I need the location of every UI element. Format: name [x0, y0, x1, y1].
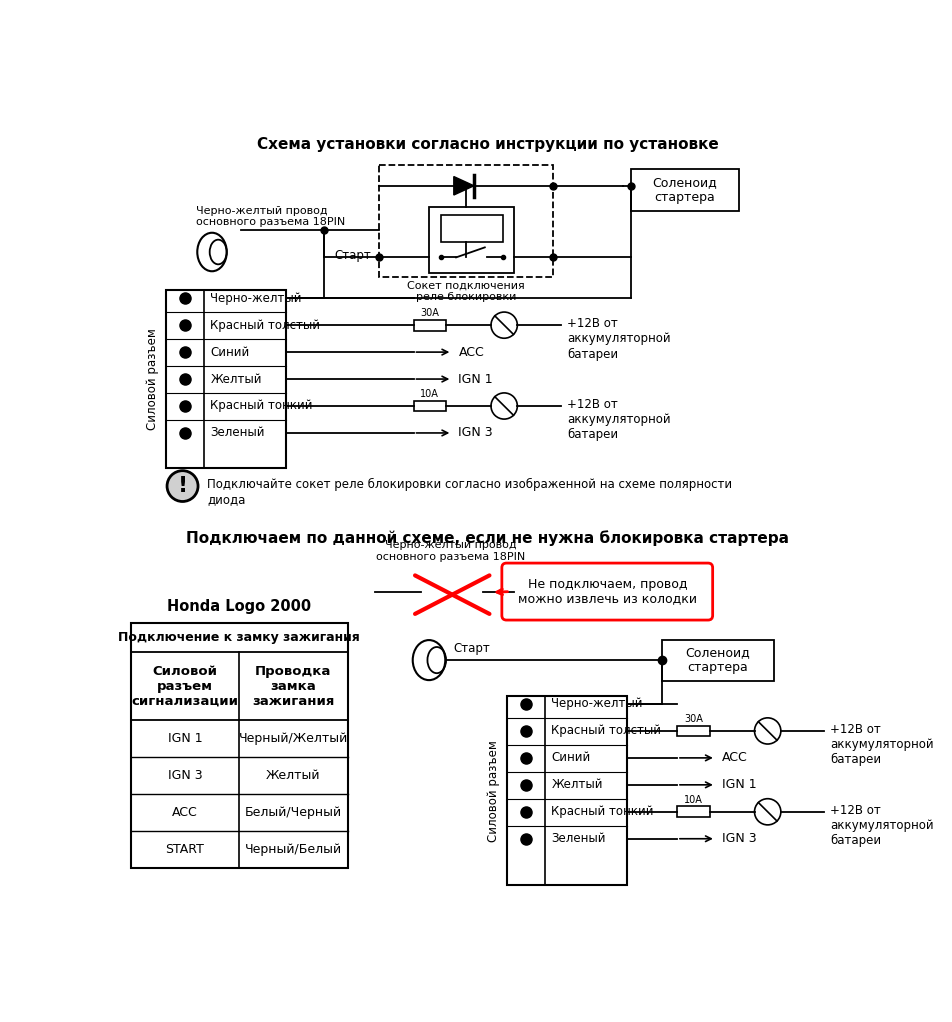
Text: 30A: 30A	[421, 309, 439, 318]
Text: Черно-желтый провод
основного разъема 18PIN: Черно-желтый провод основного разъема 18…	[376, 540, 526, 561]
Text: Желтый: Желтый	[551, 779, 603, 791]
Text: Подключение к замку зажигания: Подключение к замку зажигания	[118, 632, 360, 644]
Text: 10A: 10A	[421, 389, 439, 399]
Text: 10A: 10A	[684, 795, 703, 805]
Text: Красный толстый: Красный толстый	[210, 319, 321, 332]
Text: IGN 3: IGN 3	[722, 832, 757, 845]
Text: ACC: ACC	[722, 751, 747, 764]
Text: Силовой разъем: Силовой разъем	[147, 328, 159, 430]
Text: Подключаем по данной схеме, если не нужна блокировка стартера: Подключаем по данной схеме, если не нужн…	[187, 530, 789, 547]
Text: START: START	[166, 843, 205, 856]
Text: Сокет подключения
реле блокировки: Сокет подключения реле блокировки	[407, 280, 525, 303]
Text: Зеленый: Зеленый	[551, 832, 606, 845]
Polygon shape	[454, 177, 474, 195]
Text: !: !	[177, 476, 188, 496]
Text: Синий: Синий	[210, 345, 249, 359]
Text: Силовой
разъем
сигнализации: Силовой разъем сигнализации	[131, 664, 238, 708]
Text: Старт: Старт	[454, 643, 490, 655]
Text: Черный/Желтый: Черный/Желтый	[239, 732, 348, 745]
Text: +12В от
аккумуляторной
батареи: +12В от аккумуляторной батареи	[830, 724, 934, 766]
Circle shape	[167, 471, 198, 502]
Text: IGN 3: IGN 3	[459, 426, 493, 439]
Text: IGN 1: IGN 1	[168, 732, 202, 745]
FancyBboxPatch shape	[502, 563, 713, 620]
Text: IGN 3: IGN 3	[168, 770, 202, 782]
Text: Красный тонкий: Красный тонкий	[551, 805, 654, 819]
Text: Соленоид
стартера: Соленоид стартера	[652, 176, 717, 204]
Text: IGN 1: IGN 1	[459, 373, 493, 385]
Text: Черный/Белый: Черный/Белый	[245, 843, 342, 856]
Text: Подключайте сокет реле блокировки согласно изображенной на схеме полярности
диод: Подключайте сокет реле блокировки соглас…	[208, 478, 732, 507]
Text: 30A: 30A	[684, 714, 703, 724]
Text: Белый/Черный: Белый/Черный	[245, 806, 342, 819]
Text: ACC: ACC	[459, 345, 485, 359]
Text: Черно-желтый: Черно-желтый	[551, 697, 643, 710]
Text: IGN 1: IGN 1	[722, 779, 757, 791]
Text: +12В от
аккумуляторной
батареи: +12В от аккумуляторной батареи	[567, 399, 670, 442]
Text: Желтый: Желтый	[210, 373, 262, 385]
Text: Схема установки согласно инструкции по установке: Схема установки согласно инструкции по у…	[257, 137, 719, 151]
Text: Черно-желтый: Черно-желтый	[210, 291, 302, 305]
Text: Honda Logo 2000: Honda Logo 2000	[167, 599, 311, 614]
Text: Старт: Старт	[334, 248, 371, 262]
Text: Силовой разъем: Силовой разъем	[487, 740, 501, 841]
Text: Зеленый: Зеленый	[210, 426, 265, 439]
Text: Желтый: Желтый	[267, 770, 321, 782]
Text: +12В от
аккумуляторной
батареи: +12В от аккумуляторной батареи	[830, 804, 934, 847]
Text: Черно-желтый провод
основного разъема 18PIN: Черно-желтый провод основного разъема 18…	[196, 205, 346, 228]
Text: ACC: ACC	[172, 806, 198, 819]
Text: +12В от
аккумуляторной
батареи: +12В от аккумуляторной батареи	[567, 318, 670, 361]
Text: Не подключаем, провод
можно извлечь из колодки: Не подключаем, провод можно извлечь из к…	[518, 577, 697, 606]
Text: Синий: Синий	[551, 751, 590, 764]
Text: Красный тонкий: Красный тонкий	[210, 400, 313, 413]
Text: Соленоид
стартера: Соленоид стартера	[685, 647, 750, 675]
Text: Проводка
замка
зажигания: Проводка замка зажигания	[252, 664, 334, 708]
Text: Красный толстый: Красный толстый	[551, 725, 662, 738]
